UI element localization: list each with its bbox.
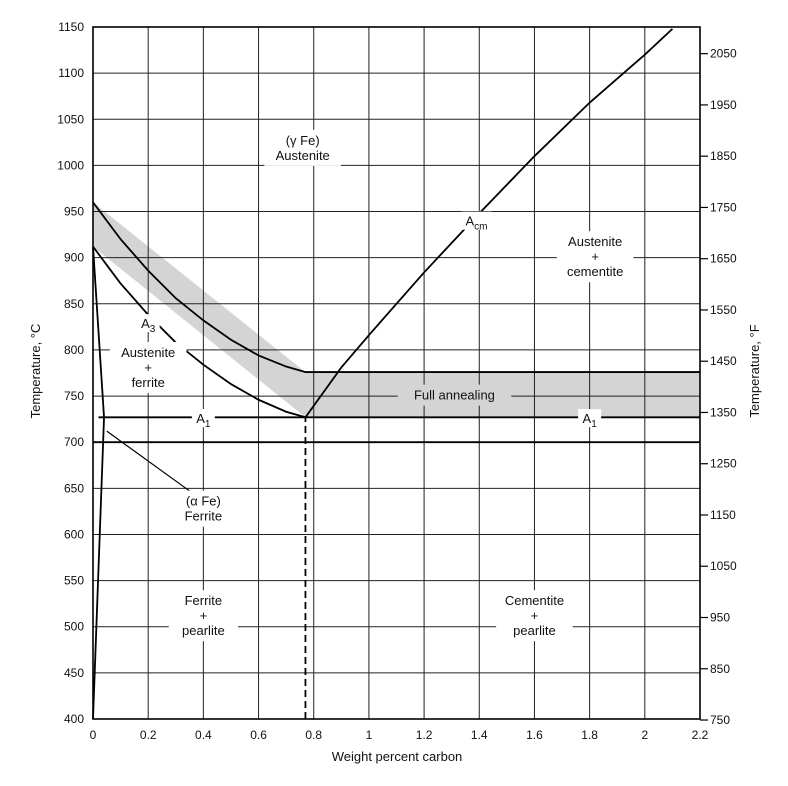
y-tick-label: 750 [64,389,84,403]
y2-tick-label: 1150 [710,508,736,522]
y2-tick-label: 1950 [710,98,737,112]
y-tick-label: 400 [64,712,84,726]
x-tick-label: 2 [641,728,648,742]
y2-tick-label: 1250 [710,457,737,471]
y-tick-label: 800 [64,343,84,357]
region-label: (γ Fe) [286,133,320,148]
label-background [496,590,573,642]
region-label: + [591,249,599,264]
region-label: Cementite [505,593,564,608]
plot-frame [92,26,708,721]
label-background [556,231,634,283]
region-label: cementite [567,264,623,279]
y-tick-label: 700 [64,435,84,449]
curve-label-subscript: cm [474,222,487,233]
region-label: ferrite [132,375,165,390]
region-label: Austenite [276,148,330,163]
y2-tick-label: 2050 [710,47,737,61]
label-background [191,409,215,428]
y-tick-label: 600 [64,527,84,541]
tick-labels: 0 0.2 0.4 0.6 0.8 1 1.2 1.4 1.6 1.8 2 2.2 400 450 500 5… [57,20,737,742]
x-tick-label: 0 [90,728,97,742]
y2-tick-label: 1750 [710,200,737,214]
curve-label-subscript: 3 [150,324,156,335]
label-background [172,490,235,527]
x-tick-label: 1.2 [416,728,433,742]
y2-tick-label: 1350 [710,405,737,419]
y-tick-label: 550 [64,574,84,588]
full-annealing-band [93,202,700,418]
label-background [578,409,602,428]
region-label: + [200,608,208,623]
region-label: + [531,608,539,623]
y-tick-label: 450 [64,666,84,680]
y2-tick-label: 1850 [710,149,737,163]
y2-tick-label: 1550 [710,303,737,317]
y-tick-label: 850 [64,297,84,311]
label-background [168,590,238,642]
x-tick-label: 1.4 [471,728,488,742]
y2-tick-label: 1450 [710,354,737,368]
label-background [397,384,512,406]
y2-axis-title: Temperature, °F [747,324,762,417]
region-label: Full annealing [414,388,495,403]
region-label: Ferrite [185,593,223,608]
y2-tick-label: 850 [710,662,730,676]
x-tick-label: 0.8 [305,728,322,742]
y-axis-title: Temperature, °C [28,324,43,419]
x-tick-label: 0.2 [140,728,157,742]
label-background [109,341,187,393]
region-label: (α Fe) [186,494,221,509]
curve-label-subscript: 1 [205,419,211,430]
x-tick-label: 1.6 [526,728,543,742]
label-background [264,129,341,166]
y-tick-label: 1050 [57,112,84,126]
region-label: pearlite [513,623,556,638]
y-tick-label: 1000 [57,158,84,172]
y2-tick-label: 750 [710,713,730,727]
region-labels: (γ Fe)AusteniteAustenite+cementiteAusten… [109,129,634,642]
region-label: pearlite [182,623,225,638]
y-tick-label: 1100 [58,66,84,80]
x-tick-label: 0.4 [195,728,212,742]
y-tick-label: 950 [64,205,84,219]
y-tick-label: 1150 [58,20,84,34]
y2-tick-label: 1650 [710,252,737,266]
curve-ferrite-solvus [92,417,105,720]
y-tick-label: 900 [64,251,84,265]
curve-a3 [92,246,306,419]
x-tick-label: 0.6 [250,728,267,742]
x-axis-title: Weight percent carbon [332,749,463,764]
region-label: + [144,360,152,375]
label-background [136,314,160,333]
x-tick-label: 1.8 [581,728,598,742]
curve-label-subscript: 1 [591,419,597,430]
plot-border [92,26,701,720]
curve-a3-50-c [92,201,700,373]
y2-tick-label: 950 [710,611,730,625]
x-tick-label: 1 [366,728,373,742]
x-tick-label: 2.2 [692,728,709,742]
annealing-band [93,202,700,418]
y-tick-label: 650 [64,481,84,495]
y2-tick-label: 1050 [710,559,737,573]
region-label: Ferrite [185,509,223,524]
region-label: Austenite [121,345,175,360]
label-background [461,211,492,230]
ferrite-leader-line [106,430,193,494]
region-label: Austenite [568,234,622,249]
curve-ferrite-boundary [92,246,105,418]
y-tick-label: 500 [64,620,84,634]
